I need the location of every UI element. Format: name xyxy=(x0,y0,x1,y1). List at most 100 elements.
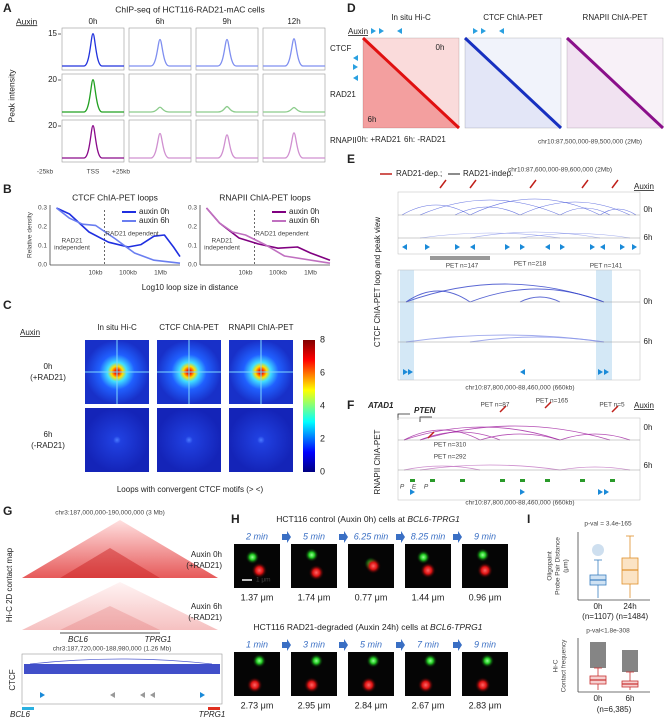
timepoint: 8.25 min xyxy=(411,531,446,541)
outliers xyxy=(622,650,638,672)
colorbar-tick-label: 6 xyxy=(320,367,325,377)
distance-label: 0.77 μm xyxy=(355,592,388,602)
time-arrow xyxy=(339,531,348,543)
motif-arrow xyxy=(590,244,595,250)
green-probe xyxy=(423,653,438,668)
annotation: RAD21 xyxy=(212,238,233,245)
y-tick-label: 0.1 xyxy=(188,243,197,250)
track-label: CTCF xyxy=(8,669,17,690)
motif-arrow xyxy=(520,489,525,495)
distance-label: 0.96 μm xyxy=(469,592,502,602)
y-axis-title: Hi-C xyxy=(553,659,560,672)
chromatin-state xyxy=(580,479,585,482)
green-probe xyxy=(304,548,319,562)
motif-arrow xyxy=(410,489,415,495)
outliers xyxy=(592,544,604,556)
red-probe xyxy=(474,677,491,693)
region-label: chr3:187,000,000-190,000,000 (3 Mb) xyxy=(55,510,165,517)
highlight xyxy=(400,270,414,380)
timepoint: 1 min xyxy=(246,639,268,649)
timepoint: 9 min xyxy=(474,639,496,649)
tss-arrow xyxy=(397,413,410,420)
timepoint: 3 min xyxy=(303,639,325,649)
motif-arrow xyxy=(402,244,407,250)
row-label: 6h xyxy=(44,430,53,439)
time-label: 0h xyxy=(644,205,653,214)
region-label: chr10:87,800,000-88,460,000 (660kb) xyxy=(465,500,574,507)
loop-arc xyxy=(559,433,631,441)
x-axis-title: Log10 loop size in distance xyxy=(142,283,239,292)
y-tick-label: 0.3 xyxy=(188,205,197,212)
time-arrow xyxy=(282,639,291,651)
red-probe xyxy=(308,564,325,581)
x-tick-label: -25kb xyxy=(37,169,54,176)
timepoint: 6h xyxy=(156,17,165,26)
motif-arrow xyxy=(520,369,525,375)
peak-profile xyxy=(62,125,124,159)
pet-count: PET n=147 xyxy=(446,263,479,270)
motif-arrow xyxy=(455,244,460,250)
y-tick-label: 20 xyxy=(48,121,57,130)
track-frame xyxy=(195,27,259,71)
y-axis-title: Oligopaint xyxy=(547,551,554,580)
time-arrow xyxy=(453,639,462,651)
track-frame xyxy=(61,73,125,117)
rad21-dependent-arrow xyxy=(469,179,477,189)
motif-arrow xyxy=(470,244,475,250)
legend-entry: auxin 0h xyxy=(289,207,319,216)
tad-domain xyxy=(60,606,160,630)
plot-title: RNAPII ChIA-PET loops xyxy=(219,192,311,202)
motif-arrow xyxy=(600,244,605,250)
p-value: p-val<1.8e-308 xyxy=(586,628,630,635)
red-probe xyxy=(477,562,493,579)
motif-arrow xyxy=(481,28,486,34)
row-label: 0h xyxy=(44,362,53,371)
green-probe xyxy=(480,653,495,668)
y-tick-label: 0.0 xyxy=(188,262,197,269)
time-arrow xyxy=(282,531,291,543)
chromatin-state xyxy=(460,479,465,482)
motif-arrow xyxy=(408,369,413,375)
motif-arrow xyxy=(353,55,358,61)
panel-label: G xyxy=(3,504,12,518)
rad21-dependent-arrow xyxy=(581,179,589,189)
timepoint: 2 min xyxy=(245,531,268,541)
chromatin-state xyxy=(430,479,435,482)
y-tick-label: 0.3 xyxy=(38,205,47,212)
colorbar-tick-label: 2 xyxy=(320,433,325,443)
motif-arrow xyxy=(353,64,358,70)
track-frame xyxy=(128,73,192,117)
region-label: chr10:87,800,000-88,460,000 (660kb) xyxy=(465,385,574,392)
motif-arrow xyxy=(379,28,384,34)
track-frame xyxy=(262,27,326,71)
y-tick-label: 0.1 xyxy=(38,243,47,250)
timepoint: 12h xyxy=(287,17,300,26)
time-arrow xyxy=(396,531,405,543)
motif-arrow xyxy=(473,28,478,34)
rad21-dependent-arrow xyxy=(439,179,447,189)
diagonal xyxy=(361,36,461,130)
chromatin-state xyxy=(545,479,550,482)
auxin-label: Auxin xyxy=(348,27,368,36)
legend-entry: 6h: -RAD21 xyxy=(404,135,446,144)
time-arrow xyxy=(339,639,348,651)
loop-arc xyxy=(403,465,481,471)
panel-label: I xyxy=(527,512,530,526)
green-probe xyxy=(245,550,260,565)
gene-label: ATAD1 xyxy=(367,401,394,410)
row-title: HCT116 RAD21-degraded (Auxin 24h) cells … xyxy=(254,622,483,632)
motif-arrow xyxy=(425,244,430,250)
x-tick-label: 1Mb xyxy=(304,270,317,277)
panel-label: C xyxy=(3,298,12,312)
loop-arc xyxy=(469,198,601,216)
timepoint: 9 min xyxy=(474,531,496,541)
pet-count: PET n=218 xyxy=(514,261,547,268)
x-tick-label: TSS xyxy=(87,169,100,176)
highlight xyxy=(596,270,612,380)
motif-arrow xyxy=(140,692,145,698)
y-axis-title: Hi-C 2D contact map xyxy=(5,547,14,622)
category-label: 0h xyxy=(594,602,603,611)
loop-arc xyxy=(419,464,561,471)
peak-profile xyxy=(129,38,191,67)
